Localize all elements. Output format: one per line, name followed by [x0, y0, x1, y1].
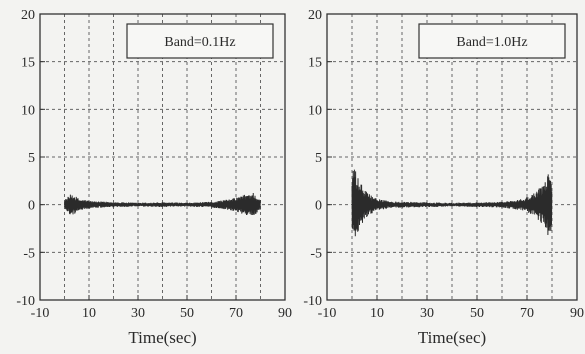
x-axis-title: Time(sec): [418, 328, 486, 347]
y-tick-label: 15: [21, 56, 35, 71]
x-axis-title: Time(sec): [128, 328, 196, 347]
legend-label: Band=1.0Hz: [456, 35, 527, 50]
legend-label: Band=0.1Hz: [164, 35, 235, 50]
x-tick-label: -10: [31, 306, 50, 321]
x-tick-label: 50: [470, 306, 484, 321]
y-tick-label: 20: [21, 8, 35, 23]
y-tick-label: 0: [28, 199, 35, 214]
y-tick-label: 20: [308, 8, 322, 23]
y-tick-label: 5: [315, 151, 322, 166]
y-tick-label: 10: [21, 103, 35, 118]
x-tick-label: 90: [570, 306, 584, 321]
chart-panel-left: -10 -5 0 5 10 15 20 -10 10 30 50 70 90 Time(sec) Band=…: [16, 8, 292, 347]
x-tick-label: 10: [82, 306, 96, 321]
chart-panel-right: -10 -5 0 5 10 15 20 -10 10 30 50 70 90 Time(sec) Band=…: [303, 8, 584, 347]
x-tick-label: 70: [520, 306, 534, 321]
y-tick-label: -10: [303, 294, 322, 309]
y-tick-label: 5: [28, 151, 35, 166]
y-tick-label: 0: [315, 199, 322, 214]
signal-trace: [64, 192, 261, 216]
y-tick-label: -5: [23, 246, 35, 261]
y-tick-label: -5: [310, 246, 322, 261]
x-tick-label: 90: [278, 306, 292, 321]
y-tick-label: 15: [308, 56, 322, 71]
x-tick-label: 10: [370, 306, 384, 321]
x-tick-label: 30: [420, 306, 434, 321]
x-tick-label: -10: [318, 306, 337, 321]
x-tick-label: 70: [229, 306, 243, 321]
x-tick-label: 30: [131, 306, 145, 321]
y-tick-label: 10: [308, 103, 322, 118]
legend-box: [126, 23, 274, 59]
y-tick-label: -10: [16, 294, 35, 309]
legend-box: [418, 23, 566, 59]
x-tick-label: 50: [180, 306, 194, 321]
signal-trace: [351, 169, 553, 237]
